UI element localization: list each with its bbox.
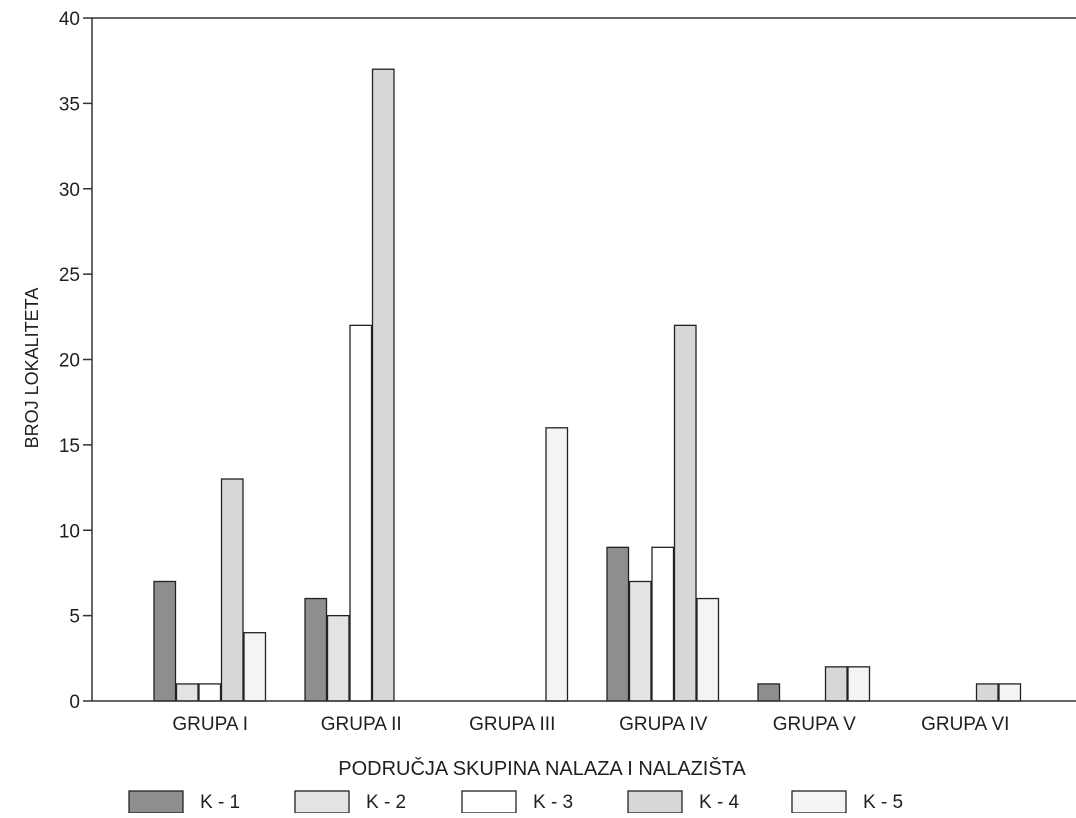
bar [696,597,720,702]
bar [757,683,781,702]
x-tick-label: GRUPA VI [921,714,1009,735]
bars [153,68,1022,702]
legend-label: K - 1 [200,792,240,813]
bar [651,546,675,702]
legend-swatch [294,790,350,814]
bar [545,427,569,702]
bar [349,324,373,702]
bar [975,683,999,702]
bar [175,683,199,702]
bar [153,580,177,702]
bar [998,683,1022,702]
bar [673,324,697,702]
y-tick-label: 20 [59,351,80,372]
legend-swatch [791,790,847,814]
y-axis-ticks: 0 5 10 15 20 25 30 35 40 [59,9,92,713]
bar [628,580,652,702]
legend-swatch [461,790,517,814]
y-tick-label: 0 [69,692,80,713]
bar [326,614,350,702]
axes [91,17,1076,702]
y-tick-label: 5 [69,607,80,628]
legend-label: K - 2 [366,792,406,813]
legend-label: K - 4 [699,792,740,813]
y-tick-label: 35 [59,94,80,115]
y-tick-label: 30 [59,180,80,201]
x-tick-label: GRUPA V [773,714,856,735]
y-axis-label: BROJ LOKALITETA [22,288,42,449]
legend-label: K - 5 [863,792,903,813]
x-tick-label: GRUPA III [469,714,555,735]
bar [824,666,848,702]
y-tick-label: 10 [59,521,80,542]
legend: K - 1 K - 2 K - 3 K - 4 K - 5 [128,790,903,814]
x-tick-label: GRUPA IV [619,714,708,735]
bar [243,632,267,702]
y-tick-label: 15 [59,436,80,457]
bar [304,597,328,702]
bar [220,478,244,702]
bar [198,683,222,702]
y-tick-label: 40 [59,9,80,30]
bar [371,68,395,702]
legend-label: K - 3 [533,792,573,813]
legend-swatch [627,790,683,814]
legend-swatch [128,790,184,814]
x-tick-label: GRUPA II [321,714,402,735]
y-tick-label: 25 [59,265,80,286]
x-axis-tick-labels: GRUPA I GRUPA II GRUPA III GRUPA IV GRUPA V G… [172,714,1009,735]
x-axis-label: PODRUČJA SKUPINA NALAZA I NALAZIŠTA [338,757,746,780]
bar [606,546,630,702]
x-tick-label: GRUPA I [172,714,248,735]
bar [847,666,871,702]
